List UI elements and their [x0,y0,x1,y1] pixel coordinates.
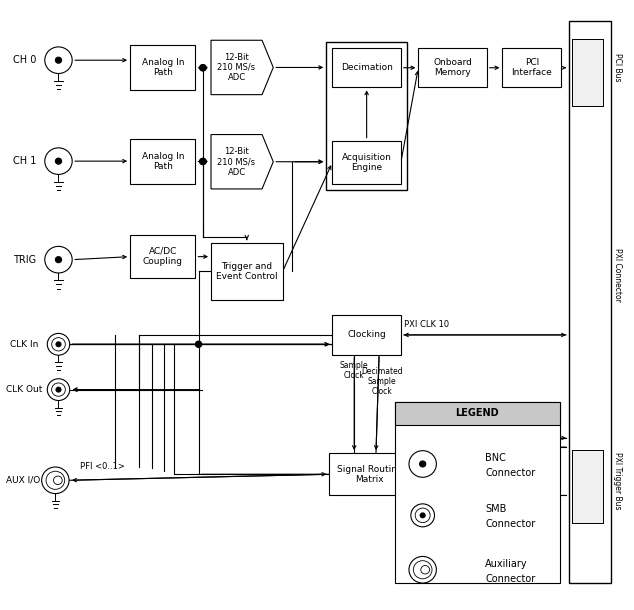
Bar [332,315,401,354]
Circle shape [200,159,206,165]
Circle shape [195,341,202,347]
Text: Signal Routing
Matrix: Signal Routing Matrix [337,465,403,484]
Bar [130,235,195,278]
Bar [394,402,560,583]
Text: LEGEND: LEGEND [455,408,499,418]
Circle shape [45,246,72,273]
Circle shape [55,158,61,164]
Text: Clocking: Clocking [347,331,386,339]
Text: TRIG: TRIG [13,254,36,265]
Text: Onboard
Memory: Onboard Memory [433,58,472,77]
Text: PXI Trig (RTSI) 7: PXI Trig (RTSI) 7 [413,491,474,500]
Text: SMB: SMB [486,504,507,514]
Text: Decimation: Decimation [340,63,392,72]
Circle shape [420,461,426,467]
Bar [572,39,603,106]
Text: Connector: Connector [486,574,536,584]
Text: Connector: Connector [486,519,536,529]
Bar [572,450,603,523]
Text: AUX I/O: AUX I/O [6,476,40,485]
Circle shape [56,342,61,346]
Bar [502,48,562,87]
Text: Trigger and
Event Control: Trigger and Event Control [216,262,278,281]
Text: CLK Out: CLK Out [6,385,42,394]
Text: Acquisition
Engine: Acquisition Engine [342,152,392,172]
Circle shape [42,467,69,493]
Circle shape [411,504,434,527]
Text: PXI Star: PXI Star [413,434,446,442]
Bar [394,402,560,425]
Polygon shape [211,135,273,189]
Text: Sample
Clock: Sample Clock [340,361,368,380]
Text: PCI
Interface: PCI Interface [512,58,552,77]
Circle shape [45,47,72,73]
Bar [418,48,487,87]
Circle shape [45,148,72,174]
Text: PXI Trigger Bus: PXI Trigger Bus [613,451,622,509]
Text: CH 1: CH 1 [13,156,36,166]
Text: BNC: BNC [486,453,507,463]
Text: Acquisition
Engine: Acquisition Engine [342,152,392,172]
Circle shape [48,334,70,355]
Bar [332,48,401,87]
Text: Auxiliary: Auxiliary [486,559,528,569]
Circle shape [56,387,61,392]
Bar [329,453,410,495]
Circle shape [420,513,425,518]
Circle shape [200,159,206,165]
Text: CLK In: CLK In [10,340,39,349]
Text: PXI CLK 10: PXI CLK 10 [404,320,449,329]
Text: Analog In
Path: Analog In Path [141,58,184,77]
Circle shape [48,379,70,401]
Text: PFI <0..1>: PFI <0..1> [81,462,125,471]
Bar [130,45,195,90]
Circle shape [55,57,61,63]
Bar [326,42,407,190]
Text: 12-Bit
210 MS/s
ADC: 12-Bit 210 MS/s ADC [217,147,256,177]
Text: 12-Bit
210 MS/s
ADC: 12-Bit 210 MS/s ADC [217,52,256,82]
Bar [332,140,401,184]
Text: CH 0: CH 0 [13,55,36,65]
Bar [569,21,611,583]
Text: Connector: Connector [486,468,536,478]
Bar [332,140,401,184]
Circle shape [200,65,206,71]
Text: Decimated
Sample
Clock: Decimated Sample Clock [361,367,403,397]
Circle shape [409,451,436,477]
Bar [211,243,283,300]
Text: AC/DC
Coupling: AC/DC Coupling [143,247,183,267]
Circle shape [200,65,206,71]
Bar [130,139,195,184]
Circle shape [409,556,436,583]
Bar [332,48,401,87]
Text: Analog In
Path: Analog In Path [141,152,184,171]
Circle shape [55,257,61,263]
Text: Decimation: Decimation [340,63,392,72]
Text: PCI Bus: PCI Bus [613,53,622,82]
Polygon shape [211,40,273,95]
Text: PXI Trig (RTSI) <0..6>: PXI Trig (RTSI) <0..6> [413,442,496,451]
Text: PXI Connector: PXI Connector [613,248,622,302]
